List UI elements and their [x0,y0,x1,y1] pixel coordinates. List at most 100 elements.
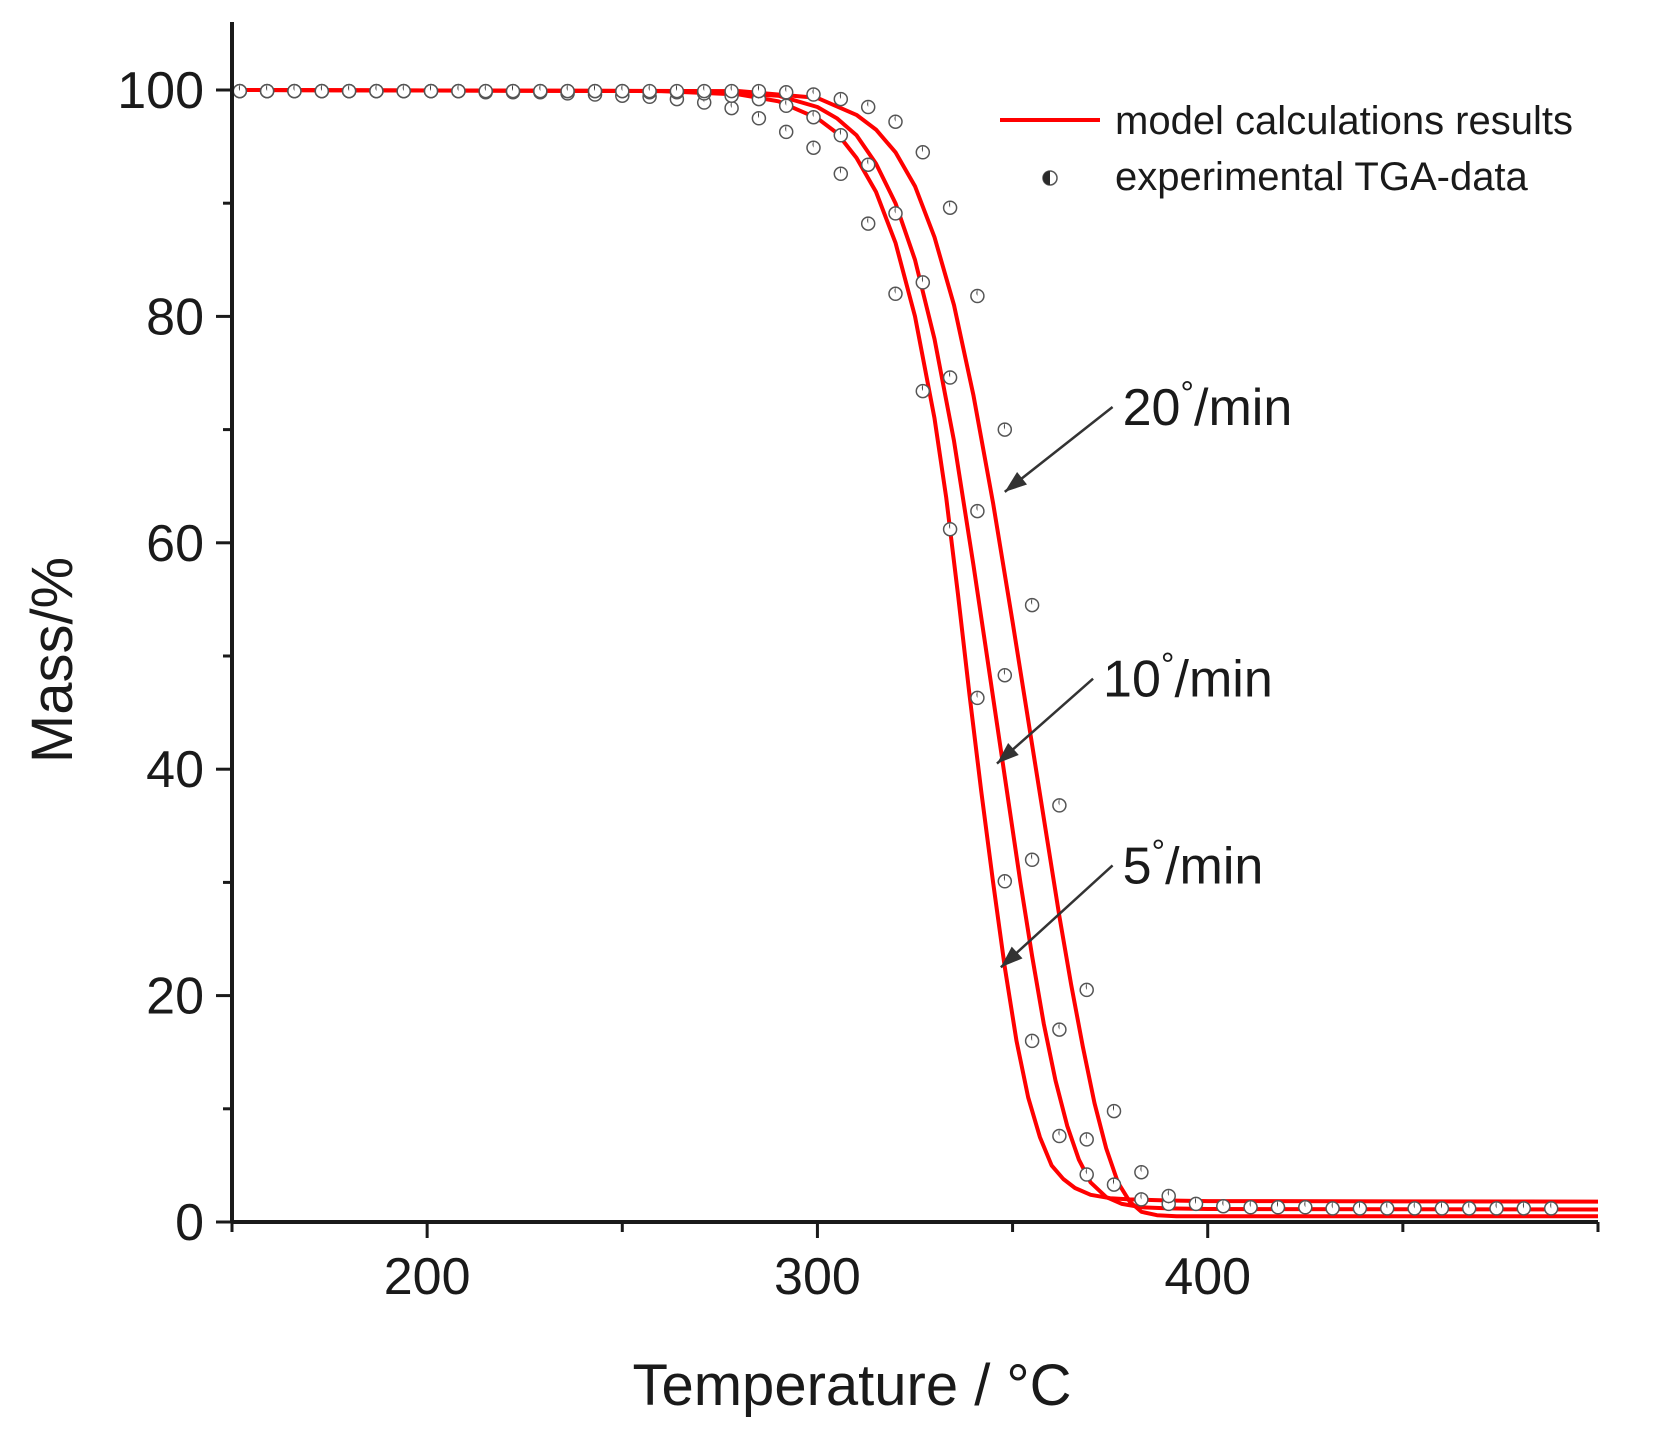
data-point [615,83,630,99]
marker-fill [812,141,814,148]
data-point [642,83,657,99]
data-point [751,111,767,126]
data-point [1270,1200,1286,1215]
data-point [997,422,1013,437]
data-point [724,83,739,99]
y-axis-title: Mass/% [20,557,85,763]
marker-fill [1031,1034,1033,1041]
data-point [533,83,548,99]
data-point [1434,1201,1450,1216]
marker-fill [730,84,732,92]
data-point [778,124,794,140]
marker-fill [1441,1201,1442,1209]
marker-fill [976,691,978,698]
data-point [970,288,985,304]
data-point [806,140,821,155]
marker-fill [594,84,595,92]
marker-fill [1113,1104,1114,1112]
y-tick-label: 20 [146,968,204,1026]
marker-fill [375,84,377,92]
data-point [1379,1201,1395,1216]
y-tick-label: 0 [175,1194,204,1252]
legend-label-experimental: experimental TGA-data [1115,155,1529,199]
points-layer [232,83,1559,1216]
rate-label: 20°/min [1123,375,1293,437]
annotation-arrow-head [996,742,1019,764]
marker-fill [348,84,350,92]
marker-fill [1140,1165,1142,1173]
model-curve-5-per-min [231,88,1599,1204]
marker-fill [730,101,732,109]
annotation-arrow-shaft [1003,405,1114,493]
data-point [1079,982,1094,998]
marker-fill [457,84,459,92]
annotation-arrow-shaft [1000,864,1114,969]
marker-fill [949,371,951,378]
marker-fill [1003,668,1005,676]
data-point [751,83,767,99]
annotation-arrow-head [1000,946,1023,968]
data-point [1407,1201,1422,1216]
data-point [669,83,685,99]
tick-labels: 200 300 400 0 20 40 60 80 100 [117,62,1251,1306]
model-curve-10-per-min [231,88,1599,1212]
marker-fill [1249,1200,1251,1208]
data-point [970,503,985,519]
annotation-arrow-head [1004,471,1027,492]
data-point [942,200,958,215]
rate-label: 10°/min [1103,647,1273,709]
marker-fill [1468,1201,1470,1209]
data-point [1106,1177,1122,1192]
data-point [1489,1201,1504,1216]
marker-fill [1495,1201,1497,1209]
data-point [1079,1167,1094,1182]
marker-fill [839,92,841,100]
marker-fill [293,84,295,92]
marker-fill [484,84,486,92]
data-point [369,83,384,99]
marker-fill [1085,983,1087,990]
marker-fill [976,504,978,512]
marker-fill [976,289,978,297]
marker-fill [1195,1197,1196,1204]
data-point [833,166,849,182]
data-point [1325,1201,1340,1216]
data-point [778,98,794,114]
marker-fill [894,206,896,214]
marker-fill [812,88,814,95]
data-point [915,383,931,399]
marker-fill [1058,1023,1060,1030]
marker-fill [1277,1200,1278,1208]
x-tick-label: 400 [1164,1248,1251,1306]
data-point [451,83,466,99]
data-point [1216,1198,1231,1214]
data-point [997,667,1013,683]
data-point [778,85,794,100]
marker-fill [266,84,268,92]
x-tick-label: 200 [384,1248,471,1306]
data-point [724,100,739,116]
marker-fill [894,115,896,122]
marker-fill [949,201,951,208]
data-point [341,83,357,99]
data-point [1134,1192,1149,1207]
data-point [860,99,876,115]
data-point [1516,1201,1532,1216]
data-point [888,286,903,302]
data-point [560,83,575,99]
marker-fill [785,125,787,132]
marker-fill [1167,1189,1169,1197]
x-tick-label: 300 [774,1248,861,1306]
marker-fill [1058,1129,1060,1137]
data-point [1106,1103,1122,1119]
x-axis-title: Temperature / °C [632,1353,1071,1418]
marker-fill [1031,598,1033,606]
marker-fill [1003,423,1005,430]
marker-fill [812,110,814,118]
rate-annotation: 10°/min [996,647,1273,765]
data-point [888,114,903,129]
data-point [833,91,849,107]
data-point [833,128,849,143]
y-tick-label: 40 [146,741,204,799]
data-point [806,87,821,102]
